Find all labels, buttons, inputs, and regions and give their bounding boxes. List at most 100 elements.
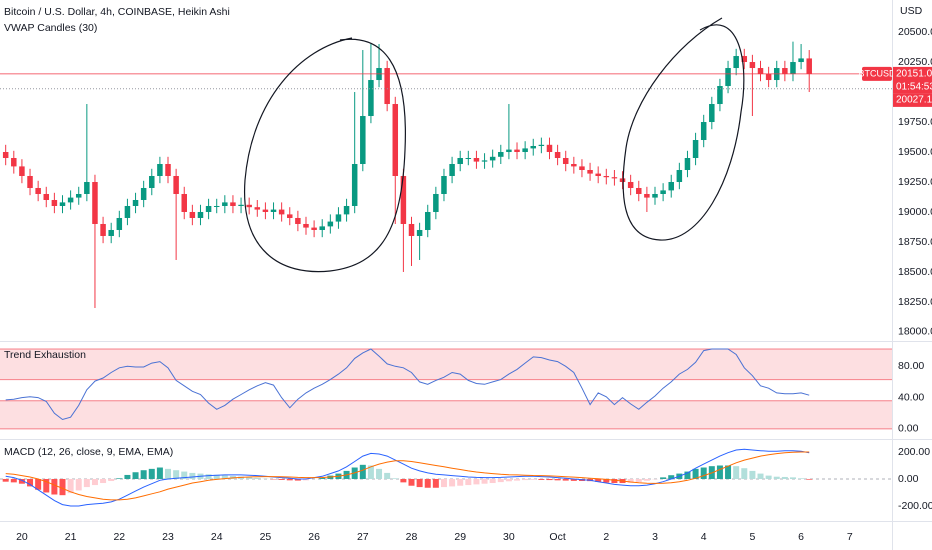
- candle-body: [709, 104, 715, 123]
- histogram-bar: [319, 477, 326, 479]
- candle-body: [351, 164, 358, 206]
- histogram-bar: [51, 478, 58, 495]
- histogram-bar: [806, 478, 813, 480]
- candle-body: [132, 199, 139, 206]
- candle-body: [2, 152, 9, 159]
- histogram-bar: [2, 478, 9, 482]
- x-tick-label: 29: [454, 531, 466, 543]
- candle-body: [303, 223, 309, 228]
- candle-body: [165, 164, 171, 176]
- candle-body: [514, 149, 520, 153]
- y-tick-label: 80.00: [898, 360, 924, 372]
- candle-body: [189, 211, 196, 218]
- candle-body: [75, 193, 82, 198]
- histogram-bar: [91, 478, 98, 486]
- histogram-bar: [522, 478, 529, 481]
- candle-body: [92, 181, 98, 224]
- histogram-bar: [181, 471, 188, 479]
- candle-body: [246, 204, 252, 208]
- histogram-bar: [359, 464, 366, 479]
- histogram-bar: [562, 478, 569, 481]
- x-tick-label: 7: [847, 531, 853, 543]
- candle-body: [587, 170, 593, 174]
- candle-body: [806, 58, 812, 74]
- x-tick-label: 2: [603, 531, 609, 543]
- histogram-bar: [481, 478, 488, 484]
- histogram-bar: [246, 477, 253, 479]
- histogram-bar: [148, 468, 155, 479]
- candle-body: [100, 223, 106, 236]
- candle-body: [782, 68, 788, 75]
- candle-body: [213, 205, 220, 207]
- histogram-bar: [10, 478, 17, 483]
- candle-body: [205, 205, 212, 212]
- candle-body: [481, 160, 488, 162]
- histogram-bar: [457, 478, 464, 486]
- histogram-bar: [789, 477, 796, 479]
- candle-body: [124, 205, 131, 218]
- candle-body: [684, 158, 691, 170]
- y-tick-label: 40.00: [898, 391, 924, 403]
- histogram-bar: [75, 478, 82, 491]
- x-tick-label: 26: [308, 531, 320, 543]
- candle-body: [360, 116, 366, 165]
- histogram-bar: [741, 468, 748, 479]
- last-price-label: 20151.05: [896, 69, 932, 80]
- histogram-bar: [700, 467, 707, 479]
- candle-body: [368, 80, 374, 117]
- histogram-bar: [132, 472, 139, 479]
- histogram-bar: [432, 478, 439, 488]
- candle-body: [627, 181, 634, 188]
- histogram-bar: [18, 478, 25, 484]
- candle-body: [538, 144, 545, 147]
- x-tick-label: 4: [701, 531, 707, 543]
- histogram-bar: [546, 478, 553, 481]
- candle-body: [465, 158, 472, 160]
- x-tick-label: 3: [652, 531, 658, 543]
- candle-body: [400, 175, 407, 224]
- histogram-bar: [27, 478, 34, 487]
- histogram-bar: [668, 475, 675, 479]
- y-tick-label: 18250.00: [898, 296, 932, 308]
- candle-body: [798, 58, 804, 63]
- y-tick-label: 18000.00: [898, 326, 932, 338]
- candle-body: [173, 175, 179, 194]
- histogram-bar: [798, 478, 805, 479]
- x-tick-label: 23: [162, 531, 174, 543]
- histogram-bar: [465, 478, 472, 486]
- histogram-bar: [505, 478, 512, 482]
- y-tick-label: 19250.00: [898, 176, 932, 188]
- histogram-bar: [43, 478, 50, 493]
- candle-body: [457, 158, 463, 165]
- candle-body: [295, 217, 301, 224]
- candle-body: [790, 62, 796, 75]
- candle-body: [506, 149, 512, 153]
- candle-body: [311, 227, 317, 230]
- candle-body: [67, 197, 74, 203]
- histogram-bar: [440, 478, 447, 488]
- histogram-bar: [660, 477, 667, 479]
- histogram-bar: [67, 478, 74, 494]
- histogram-bar: [221, 475, 228, 479]
- histogram-bar: [124, 474, 131, 479]
- candle-body: [108, 229, 114, 236]
- band: [0, 349, 892, 380]
- histogram-bar: [384, 472, 391, 479]
- hand-drawn-circle: [244, 37, 406, 273]
- candle-body: [149, 175, 155, 188]
- histogram-bar: [156, 467, 163, 479]
- candle-body: [19, 166, 25, 176]
- histogram-bar: [765, 475, 772, 479]
- y-tick-label: 200.00: [898, 446, 930, 458]
- candle-body: [140, 187, 147, 200]
- histogram-bar: [514, 478, 521, 481]
- candle-body: [546, 144, 553, 153]
- x-tick-label: 25: [260, 531, 272, 543]
- histogram-bar: [35, 478, 42, 490]
- histogram-bar: [59, 478, 66, 496]
- candle-body: [562, 158, 569, 165]
- histogram-bar: [286, 478, 293, 481]
- histogram-bar: [100, 478, 107, 484]
- candle-body: [424, 211, 431, 230]
- y-tick-label: 0.00: [898, 473, 919, 485]
